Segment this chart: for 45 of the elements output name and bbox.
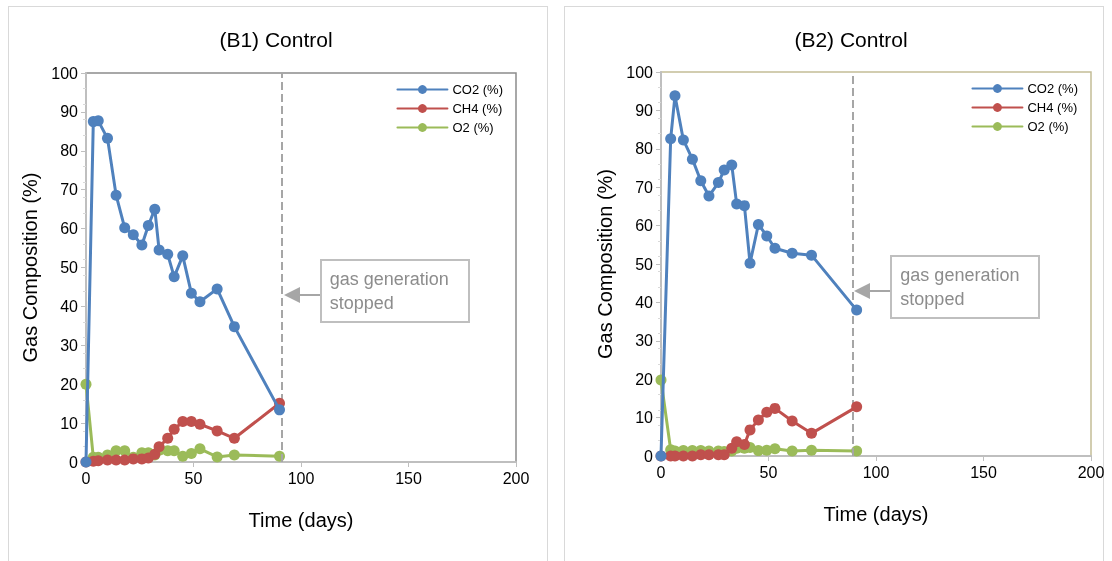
chart-title: (B2) Control <box>794 28 908 51</box>
y-axis-title: Gas Composition (%) <box>594 168 617 360</box>
y-tick-label: 50 <box>635 255 654 273</box>
x-tick-label: 100 <box>287 469 315 487</box>
x-tick-label: 50 <box>759 463 778 481</box>
x-tick-label: 150 <box>970 463 997 481</box>
x-tick-label: 50 <box>184 469 203 487</box>
x-tick-label: 200 <box>1077 463 1105 481</box>
y-tick-label: 30 <box>60 336 79 354</box>
y-tick-label: 90 <box>635 101 654 119</box>
y-tick-label: 20 <box>635 370 654 388</box>
y-tick-label: 100 <box>51 64 79 82</box>
annotation: gas generation stopped <box>319 258 470 323</box>
y-tick-label: 40 <box>635 293 654 311</box>
x-tick-label: 0 <box>656 463 666 481</box>
x-tick-label: 200 <box>502 469 530 487</box>
y-tick-label: 80 <box>635 140 654 158</box>
legend-label: CH4 (%) <box>452 101 503 116</box>
y-tick-label: 90 <box>60 103 79 121</box>
legend-label: CH4 (%) <box>1027 100 1078 115</box>
y-tick-label: 10 <box>635 409 654 427</box>
y-tick-label: 0 <box>644 447 654 465</box>
x-axis-title: Time (days) <box>248 509 354 531</box>
legend-label: O2 (%) <box>452 120 494 135</box>
y-tick-label: 60 <box>60 220 79 238</box>
y-tick-label: 30 <box>635 332 654 350</box>
legend-label: CO2 (%) <box>452 82 503 97</box>
y-tick-label: 40 <box>60 297 79 315</box>
x-axis-title: Time (days) <box>823 503 929 525</box>
x-tick-label: 0 <box>81 469 91 487</box>
y-tick-label: 10 <box>60 414 79 432</box>
y-tick-label: 70 <box>635 178 654 196</box>
y-tick-label: 60 <box>635 217 654 235</box>
y-tick-label: 80 <box>60 142 79 160</box>
y-tick-label: 100 <box>626 63 654 81</box>
x-tick-label: 100 <box>862 463 890 481</box>
y-axis-title: Gas Composition (%) <box>19 172 42 363</box>
legend-label: CO2 (%) <box>1027 81 1078 96</box>
legend-label: O2 (%) <box>1027 119 1069 134</box>
y-tick-label: 50 <box>60 259 79 276</box>
annotation: gas generation stopped <box>890 254 1041 319</box>
y-tick-label: 70 <box>60 181 79 199</box>
x-tick-label: 150 <box>395 469 422 487</box>
chart-title: (B1) Control <box>219 28 333 51</box>
y-tick-label: 20 <box>60 375 79 393</box>
